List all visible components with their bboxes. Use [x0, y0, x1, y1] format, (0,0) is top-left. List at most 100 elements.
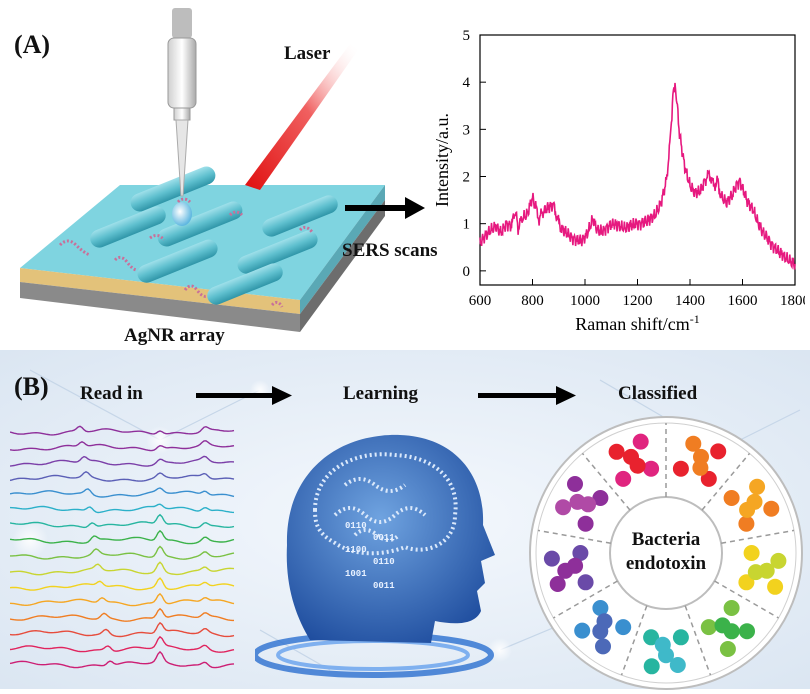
spectrum-line: [10, 621, 235, 638]
class-dot: [719, 641, 736, 657]
y-tick-label: 4: [463, 75, 471, 91]
class-dot: [592, 490, 609, 506]
spectrum-line: [10, 529, 235, 545]
x-tick-label: 1200: [623, 293, 653, 309]
class-dot: [692, 459, 709, 476]
raman-series-line: [479, 82, 796, 270]
class-dot: [700, 619, 717, 636]
sector-divider: [553, 580, 618, 619]
spectrum-line: [10, 471, 235, 482]
panel-a-label: (A): [14, 30, 51, 59]
sector-divider: [684, 605, 712, 676]
y-tick-label: 1: [463, 217, 471, 233]
binary-row: 1100: [345, 545, 367, 555]
substrate-label: AgNR array: [124, 325, 225, 346]
class-dot: [685, 435, 702, 452]
x-tick-label: 1000: [570, 293, 600, 309]
x-tick-label: 800: [521, 293, 544, 309]
sector-divider: [620, 605, 648, 676]
class-dot: [574, 622, 591, 639]
center-label-line1: Bacteria: [631, 529, 701, 550]
spectrum-line: [10, 503, 235, 514]
binary-text: 0110 0011 1100 0110 1001 0011: [345, 520, 465, 592]
plot-frame: [479, 34, 796, 286]
class-dot: [749, 478, 766, 495]
class-dot: [595, 638, 611, 655]
class-dot: [629, 457, 646, 474]
class-dot: [672, 460, 689, 477]
class-dot: [700, 470, 717, 487]
class-dot: [567, 476, 583, 492]
center-label: Bacteria endotoxin: [611, 528, 721, 576]
class-dot: [770, 552, 787, 569]
y-tick-label: 5: [463, 28, 471, 44]
spectrum-line: [10, 607, 234, 622]
class-dot: [738, 515, 755, 532]
class-dot: [654, 636, 671, 653]
endotoxin-molecules: [58, 197, 314, 308]
class-dot: [543, 550, 560, 567]
class-dot: [577, 515, 594, 532]
class-dot: [608, 443, 625, 460]
binary-row: 0011: [373, 533, 395, 543]
arrow-right-icon: [345, 197, 425, 219]
binary-row: 0110: [345, 521, 367, 531]
class-dot: [643, 629, 660, 646]
nanorods: [90, 166, 338, 305]
class-dot: [723, 600, 740, 616]
class-dot: [567, 557, 584, 574]
droplet-icon: [172, 202, 192, 226]
class-dot: [672, 629, 689, 646]
sector-divider: [714, 580, 779, 619]
spectrum-line: [10, 545, 235, 560]
x-tick-label: 1400: [675, 293, 705, 309]
class-dot: [615, 470, 632, 487]
class-dot: [739, 623, 755, 640]
class-dot: [643, 658, 660, 675]
class-dot: [723, 490, 740, 506]
binary-row: 1001: [345, 569, 367, 579]
classified-label: Classified: [618, 383, 698, 404]
binary-row: 0110: [373, 557, 395, 567]
class-dot: [632, 433, 649, 450]
learning-head-illustration: [255, 434, 495, 678]
arrow-right-icon: [478, 386, 576, 405]
class-dot: [615, 619, 632, 636]
spectrum-line: [10, 455, 235, 467]
laser-beam: [245, 44, 358, 190]
y-tick-label: 0: [463, 264, 471, 280]
y-tick-label: 3: [463, 122, 471, 138]
spectrum-line: [10, 592, 235, 607]
y-tick-label: 2: [463, 170, 471, 186]
sector-divider: [701, 452, 751, 511]
x-tick-label: 1600: [728, 293, 758, 309]
class-dot: [577, 574, 594, 591]
pipette-icon: [167, 8, 197, 197]
sector-divider: [581, 452, 631, 511]
arrow-right-icon: [196, 386, 292, 405]
class-dot: [549, 576, 566, 592]
substrate-illustration: [20, 8, 425, 332]
spectrum-line: [10, 577, 235, 591]
spectrum-line: [10, 440, 235, 452]
class-dot: [596, 613, 613, 630]
class-dot: [767, 578, 784, 595]
class-dot: [714, 617, 731, 634]
panel-b-label: (B): [14, 372, 49, 401]
class-dot: [592, 600, 609, 616]
binary-row: 0011: [373, 581, 395, 591]
spectrum-line: [10, 650, 235, 669]
class-dot: [555, 499, 572, 516]
class-dot: [743, 545, 760, 561]
spectrum-line: [10, 561, 235, 576]
class-dot: [643, 460, 660, 477]
class-dot: [710, 443, 727, 460]
spectrum-line: [10, 487, 235, 498]
spectrum-line: [10, 635, 235, 653]
stacked-spectra: [10, 425, 235, 669]
process-arrows: [196, 386, 576, 405]
sector-divider: [721, 529, 795, 545]
read-in-label: Read in: [80, 383, 143, 404]
sector-divider: [537, 529, 611, 545]
